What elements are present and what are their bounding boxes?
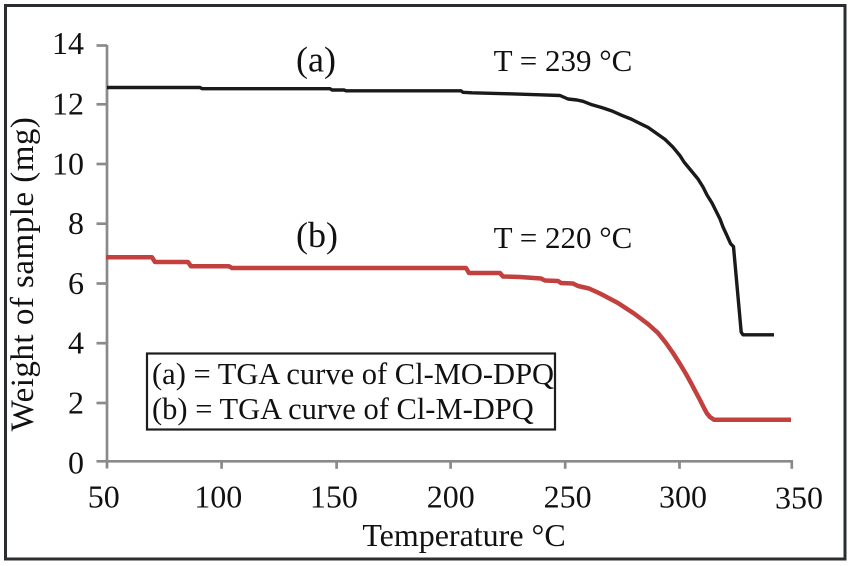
svg-text:10: 10 xyxy=(52,145,84,181)
svg-text:(a) = TGA curve of Cl-MO-DPQ: (a) = TGA curve of Cl-MO-DPQ xyxy=(152,357,554,391)
svg-text:Weight of sample (mg): Weight of sample (mg) xyxy=(5,117,41,432)
svg-text:50: 50 xyxy=(88,479,120,515)
svg-text:8: 8 xyxy=(68,205,84,241)
svg-text:(b): (b) xyxy=(296,215,338,255)
svg-text:T = 239 °C: T = 239 °C xyxy=(494,43,633,78)
svg-text:100: 100 xyxy=(194,479,242,515)
svg-text:(a): (a) xyxy=(296,40,336,80)
svg-text:(b) = TGA curve of Cl-M-DPQ: (b) = TGA curve of Cl-M-DPQ xyxy=(152,392,534,426)
svg-text:250: 250 xyxy=(544,479,592,515)
svg-text:12: 12 xyxy=(52,86,84,122)
svg-text:200: 200 xyxy=(427,479,475,515)
svg-text:Temperature °C: Temperature °C xyxy=(362,517,565,553)
svg-text:4: 4 xyxy=(68,325,84,361)
svg-text:350: 350 xyxy=(775,480,823,516)
svg-text:2: 2 xyxy=(68,384,84,420)
svg-text:14: 14 xyxy=(52,25,84,61)
svg-text:T = 220 °C: T = 220 °C xyxy=(494,220,633,255)
svg-text:0: 0 xyxy=(68,445,84,481)
svg-text:300: 300 xyxy=(659,479,707,515)
svg-text:6: 6 xyxy=(68,265,84,301)
svg-text:150: 150 xyxy=(310,479,358,515)
